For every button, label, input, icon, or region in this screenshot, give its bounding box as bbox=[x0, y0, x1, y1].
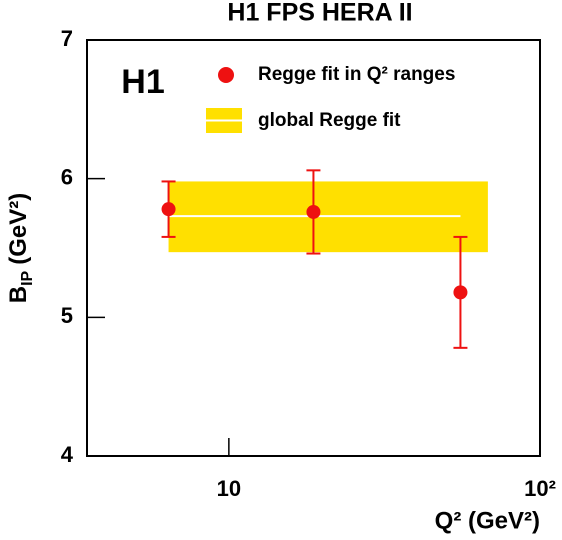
point bbox=[306, 204, 321, 219]
y-tick-label: 5 bbox=[61, 303, 73, 328]
legend-label: global Regge fit bbox=[258, 110, 401, 131]
y-label-unit: (GeV²) bbox=[5, 193, 32, 265]
y-label-main: B bbox=[5, 286, 32, 303]
plot-frame bbox=[86, 39, 541, 457]
y-axis-label: BIP (GeV²) bbox=[5, 193, 36, 303]
x-axis-label: Q² (GeV²) bbox=[435, 507, 540, 534]
legend-marker bbox=[218, 67, 234, 83]
y-label-sub: IP bbox=[19, 270, 36, 285]
chart-title: H1 FPS HERA II bbox=[227, 0, 412, 27]
point bbox=[453, 285, 468, 300]
logo: H1 bbox=[121, 63, 164, 101]
legend-label: Regge fit in Q² ranges bbox=[258, 64, 455, 85]
y-tick-label: 7 bbox=[61, 26, 73, 51]
point bbox=[161, 202, 176, 217]
y-tick-label: 4 bbox=[61, 442, 74, 467]
x-tick-label: 10² bbox=[524, 476, 556, 501]
y-tick-label: 6 bbox=[61, 164, 73, 189]
x-tick-label: 10 bbox=[217, 476, 241, 501]
